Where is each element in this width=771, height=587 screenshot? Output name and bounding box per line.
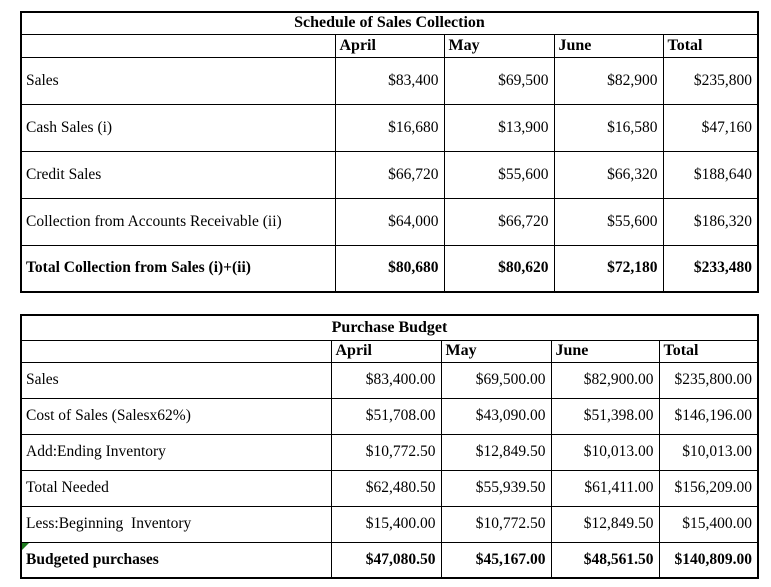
table-row: Budgeted purchases $47,080.50 $45,167.00 $4… bbox=[20, 541, 759, 579]
cell-value: $83,400 bbox=[334, 56, 445, 105]
cell-value: $69,500.00 bbox=[440, 361, 552, 399]
cell-value: $13,900 bbox=[443, 103, 555, 152]
cell-value: $55,939.50 bbox=[440, 469, 552, 507]
cell-value: $62,480.50 bbox=[330, 469, 442, 507]
cell-value: $80,680 bbox=[334, 244, 445, 293]
table-row: Add:Ending Inventory $10,772.50 $12,849.50… bbox=[20, 433, 759, 471]
cell-value: $10,772.50 bbox=[440, 505, 552, 543]
cell-value: $233,480 bbox=[662, 244, 759, 293]
cell-value: $51,398.00 bbox=[550, 397, 660, 435]
table-row: Cash Sales (i) $16,680 $13,900 $16,580 $47,1… bbox=[20, 103, 759, 152]
cell-value: $64,000 bbox=[334, 197, 445, 246]
row-label-header bbox=[20, 33, 336, 58]
row-label: Collection from Accounts Receivable (ii) bbox=[20, 197, 336, 246]
column-header: June bbox=[553, 33, 664, 58]
table-row: Collection from Accounts Receivable (ii)… bbox=[20, 197, 759, 246]
cell-value: $72,180 bbox=[553, 244, 664, 293]
cell-value: $188,640 bbox=[662, 150, 759, 199]
cell-value: $10,013.00 bbox=[658, 433, 759, 471]
cell-value: $235,800.00 bbox=[658, 361, 759, 399]
cell-value: $61,411.00 bbox=[550, 469, 660, 507]
row-label: Add:Ending Inventory bbox=[20, 433, 332, 471]
cell-value: $15,400.00 bbox=[658, 505, 759, 543]
row-label: Cash Sales (i) bbox=[20, 103, 336, 152]
table-row: Less:Beginning Inventory $15,400.00 $10,77… bbox=[20, 505, 759, 543]
cell-value: $16,680 bbox=[334, 103, 445, 152]
cell-value: $186,320 bbox=[662, 197, 759, 246]
cell-value: $140,809.00 bbox=[658, 541, 759, 579]
row-label: Cost of Sales (Salesx62%) bbox=[20, 397, 332, 435]
row-label: Total Collection from Sales (i)+(ii) bbox=[20, 244, 336, 293]
cell-value: $47,080.50 bbox=[330, 541, 442, 579]
row-label-header bbox=[20, 339, 332, 363]
column-header: May bbox=[443, 33, 555, 58]
cell-value: $82,900 bbox=[553, 56, 664, 105]
column-header: June bbox=[550, 339, 660, 363]
cell-value: $83,400.00 bbox=[330, 361, 442, 399]
table-row: Total Collection from Sales (i)+(ii) $80,… bbox=[20, 244, 759, 293]
cell-value: $16,580 bbox=[553, 103, 664, 152]
table-title: Schedule of Sales Collection bbox=[20, 11, 759, 35]
cell-value: $66,720 bbox=[334, 150, 445, 199]
table-row: Total Needed $62,480.50 $55,939.50 $61,411.… bbox=[20, 469, 759, 507]
purchase-budget-table: Purchase Budget April May June Total Sales $83… bbox=[20, 314, 759, 579]
cell-value: $66,320 bbox=[553, 150, 664, 199]
table-title: Purchase Budget bbox=[20, 314, 759, 341]
sales-collection-table: Schedule of Sales Collection April May June… bbox=[20, 11, 759, 293]
row-label: Sales bbox=[20, 361, 332, 399]
table-title-row: Purchase Budget bbox=[20, 314, 759, 341]
table-row: Credit Sales $66,720 $55,600 $66,320 $188,64… bbox=[20, 150, 759, 199]
table-row: Sales $83,400 $69,500 $82,900 $235,800 bbox=[20, 56, 759, 105]
row-label: Sales bbox=[20, 56, 336, 105]
cell-value: $55,600 bbox=[443, 150, 555, 199]
cell-value: $51,708.00 bbox=[330, 397, 442, 435]
row-label: Budgeted purchases bbox=[20, 541, 332, 579]
cell-value: $47,160 bbox=[662, 103, 759, 152]
cell-value: $45,167.00 bbox=[440, 541, 552, 579]
row-label: Total Needed bbox=[20, 469, 332, 507]
cell-error-flag-icon bbox=[22, 543, 29, 550]
cell-value: $80,620 bbox=[443, 244, 555, 293]
column-header: April bbox=[330, 339, 442, 363]
column-header-row: April May June Total bbox=[20, 33, 759, 58]
row-label: Credit Sales bbox=[20, 150, 336, 199]
cell-value: $48,561.50 bbox=[550, 541, 660, 579]
column-header-row: April May June Total bbox=[20, 339, 759, 363]
cell-value: $156,209.00 bbox=[658, 469, 759, 507]
column-header: Total bbox=[658, 339, 759, 363]
cell-value: $82,900.00 bbox=[550, 361, 660, 399]
cell-value: $12,849.50 bbox=[550, 505, 660, 543]
cell-value: $43,090.00 bbox=[440, 397, 552, 435]
cell-value: $10,013.00 bbox=[550, 433, 660, 471]
table-title-row: Schedule of Sales Collection bbox=[20, 11, 759, 35]
cell-value: $55,600 bbox=[553, 197, 664, 246]
table-row: Cost of Sales (Salesx62%) $51,708.00 $43,0… bbox=[20, 397, 759, 435]
column-header: May bbox=[440, 339, 552, 363]
cell-value: $235,800 bbox=[662, 56, 759, 105]
cell-value: $12,849.50 bbox=[440, 433, 552, 471]
cell-value: $69,500 bbox=[443, 56, 555, 105]
cell-value: $10,772.50 bbox=[330, 433, 442, 471]
row-label: Less:Beginning Inventory bbox=[20, 505, 332, 543]
cell-value: $66,720 bbox=[443, 197, 555, 246]
cell-value: $146,196.00 bbox=[658, 397, 759, 435]
column-header: Total bbox=[662, 33, 759, 58]
table-row: Sales $83,400.00 $69,500.00 $82,900.00 $235,… bbox=[20, 361, 759, 399]
column-header: April bbox=[334, 33, 445, 58]
cell-value: $15,400.00 bbox=[330, 505, 442, 543]
